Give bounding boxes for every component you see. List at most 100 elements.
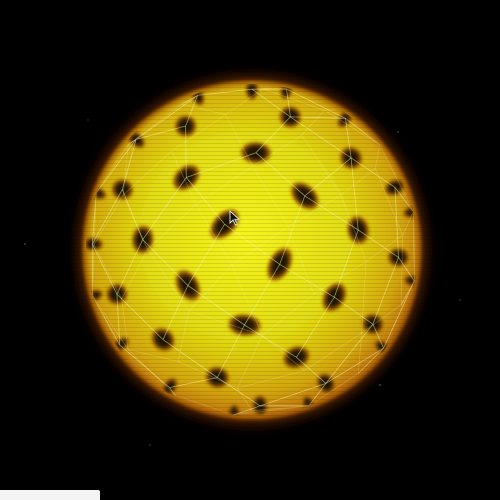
wire-edge <box>244 324 297 358</box>
wire-edge <box>91 192 97 245</box>
wire-edge <box>121 249 148 300</box>
wire-edge <box>334 296 374 325</box>
wire-edge <box>225 114 254 167</box>
wire-edge <box>187 285 245 326</box>
wire-edge <box>91 189 123 245</box>
wire-edge <box>142 239 189 286</box>
wire-edge <box>171 150 197 205</box>
wire-edge <box>169 377 218 388</box>
wire-edge <box>233 405 310 416</box>
wire-edge <box>185 125 187 178</box>
wire-edge <box>177 310 190 362</box>
wire-edge <box>162 339 218 378</box>
wire-edge <box>233 405 261 416</box>
wire-edge <box>225 88 263 116</box>
wire-edge <box>308 383 327 407</box>
wire-edge <box>252 134 302 167</box>
wire-edge <box>147 249 190 312</box>
wire-edge <box>372 257 399 325</box>
wire-edge <box>398 257 415 282</box>
wire-edge <box>171 114 226 152</box>
wire-edge <box>181 95 198 105</box>
wire-edge <box>244 264 281 326</box>
wire-edge <box>287 226 315 295</box>
wire-edge <box>91 243 118 295</box>
wire-edge <box>116 294 121 346</box>
wire-edge <box>260 383 327 407</box>
wire-edge <box>169 387 176 396</box>
wire-edge <box>325 323 374 384</box>
wire-edge <box>142 177 187 240</box>
wire-edge <box>296 357 327 384</box>
wire-edge <box>325 347 384 384</box>
wire-edge <box>135 95 198 140</box>
wire-edge <box>231 265 263 336</box>
wire-edge <box>116 239 144 295</box>
wire-edge <box>361 304 402 334</box>
wire-edge <box>188 310 263 336</box>
wire-edge <box>365 234 403 262</box>
wire-edge <box>301 109 325 136</box>
wire-edge <box>340 168 376 196</box>
wire-edge <box>252 165 289 227</box>
wire-edge <box>185 177 225 225</box>
wire-edge <box>394 187 399 258</box>
wire-edge <box>122 144 129 196</box>
wire-edge <box>197 88 253 96</box>
wire-edge <box>324 109 380 146</box>
wire-edge <box>290 116 352 159</box>
wire-edge <box>92 295 129 350</box>
wire-edge <box>185 95 199 127</box>
wire-edge <box>358 347 384 374</box>
wire-edge <box>255 152 306 197</box>
wire-edge <box>217 377 261 407</box>
wire-edge <box>383 280 415 349</box>
wire-edge <box>286 88 291 117</box>
sphere-wireframe <box>91 88 415 416</box>
wire-edge <box>279 263 335 298</box>
wire-edge <box>255 116 291 153</box>
wire-edge <box>400 235 404 305</box>
wire-edge <box>357 229 399 258</box>
wire-edge <box>195 204 233 266</box>
wire-edge <box>128 139 137 145</box>
wire-edge <box>413 211 415 282</box>
wire-edge <box>95 144 129 194</box>
wire-edge <box>121 139 137 190</box>
wire-edge <box>93 244 123 300</box>
wire-edge <box>345 117 380 146</box>
wire-edge <box>286 88 346 119</box>
wire-edge <box>301 134 342 196</box>
wire-edge <box>400 280 415 305</box>
wire-edge <box>372 324 384 349</box>
wire-edge <box>304 195 359 231</box>
wire-edge <box>251 405 310 412</box>
wire-edge <box>128 103 182 145</box>
wire-edge <box>231 226 289 266</box>
wire-edge <box>95 139 137 194</box>
wire-edge <box>313 261 367 295</box>
wire-edge <box>181 103 226 116</box>
wire-edge <box>187 223 225 286</box>
background-stars <box>24 119 461 446</box>
wire-edge <box>340 194 367 262</box>
wire-edge <box>262 88 325 111</box>
wire-edge <box>177 361 238 389</box>
wire-edge <box>128 349 179 362</box>
wire-edge <box>279 195 306 265</box>
wire-edge <box>237 335 263 389</box>
wire-edge <box>135 125 186 140</box>
sphere-rim <box>82 80 422 420</box>
wire-edge <box>121 189 144 240</box>
wire-edge <box>121 298 129 350</box>
wire-edge <box>162 285 189 340</box>
wire-edge <box>147 204 197 250</box>
wire-edge <box>216 324 245 378</box>
wire-edge <box>402 211 414 236</box>
wire-edge <box>374 144 380 169</box>
wire-edge <box>116 293 164 340</box>
wire-edge <box>122 150 173 196</box>
wire-edge <box>345 118 352 158</box>
corner-bar <box>0 490 100 500</box>
